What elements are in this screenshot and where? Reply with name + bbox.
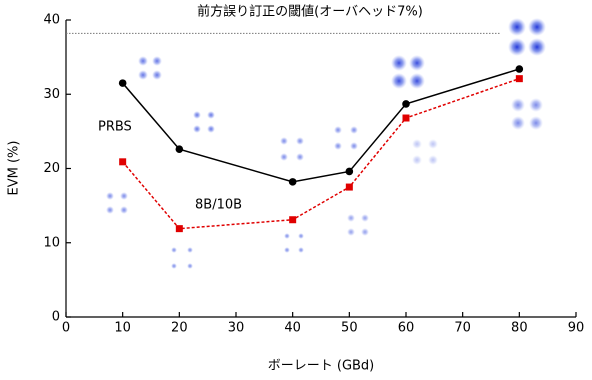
x-tick-label: 50: [341, 321, 358, 336]
constellation-point: [284, 247, 290, 253]
series-line: [123, 69, 520, 182]
series-label: 8B/10B: [195, 198, 242, 213]
constellation-point: [511, 98, 525, 112]
x-axis-label: ボーレート (GBd): [268, 359, 375, 374]
x-tick-label: 0: [62, 321, 70, 336]
constellation-point: [106, 192, 114, 200]
marker: [402, 100, 410, 108]
x-tick-label: 80: [511, 321, 528, 336]
constellation-point: [334, 142, 342, 150]
constellation-point: [280, 153, 288, 161]
constellation-point: [138, 56, 148, 66]
constellation-point: [280, 137, 288, 145]
x-tick-label: 20: [171, 321, 188, 336]
y-axis-label: EVM (%): [7, 141, 22, 196]
constellation-point: [347, 228, 355, 236]
y-tick-label: 40: [43, 13, 60, 28]
constellation-point: [284, 233, 290, 239]
chart: 前方誤り訂正の閾値(オーバヘッド7%) EVM (%) ボーレート (GBd) …: [0, 0, 592, 380]
marker: [176, 145, 184, 153]
constellation-point: [296, 137, 304, 145]
marker: [176, 225, 183, 232]
constellation-point: [207, 125, 215, 133]
constellation-point: [298, 247, 304, 253]
constellation-point: [391, 55, 407, 71]
constellation-point: [171, 247, 177, 253]
constellation-point: [347, 214, 355, 222]
constellation-point: [187, 247, 193, 253]
threshold-label: 前方誤り訂正の閾値(オーバヘッド7%): [197, 4, 423, 20]
constellation-point: [152, 70, 162, 80]
y-tick-label: 30: [43, 87, 60, 102]
marker: [346, 168, 354, 176]
constellations: [106, 18, 546, 269]
constellation-point: [350, 126, 358, 134]
series-label: PRBS: [98, 120, 132, 135]
constellation-point: [529, 98, 543, 112]
constellation-point: [409, 73, 425, 89]
constellation-point: [528, 38, 546, 56]
constellation-point: [334, 126, 342, 134]
constellation-point: [120, 192, 128, 200]
marker: [516, 75, 523, 82]
y-tick-label: 20: [43, 161, 60, 176]
constellation-point: [350, 142, 358, 150]
constellation-point: [193, 111, 201, 119]
marker: [119, 79, 127, 87]
constellation-point: [106, 206, 114, 214]
constellation-point: [529, 116, 543, 130]
constellation-point: [428, 155, 438, 165]
x-tick-label: 40: [284, 321, 301, 336]
constellation-point: [171, 263, 177, 269]
marker: [346, 184, 353, 191]
constellation-point: [428, 139, 438, 149]
x-tick-label: 30: [228, 321, 245, 336]
x-tick-label: 70: [454, 321, 471, 336]
constellation-point: [138, 70, 148, 80]
marker: [119, 158, 126, 165]
constellation-point: [391, 73, 407, 89]
constellation-point: [508, 18, 526, 36]
constellation-point: [361, 214, 369, 222]
constellation-point: [187, 263, 193, 269]
marker: [403, 115, 410, 122]
constellation-point: [152, 56, 162, 66]
constellation-point: [508, 38, 526, 56]
x-tick-label: 60: [398, 321, 415, 336]
constellation-point: [409, 55, 425, 71]
y-tick-label: 10: [43, 235, 60, 250]
y-tick-label: 0: [52, 310, 60, 325]
constellation-point: [528, 18, 546, 36]
constellation-point: [193, 125, 201, 133]
marker: [289, 178, 297, 186]
x-tick-label: 90: [568, 321, 585, 336]
constellation-point: [511, 116, 525, 130]
constellation-point: [361, 228, 369, 236]
marker: [289, 216, 296, 223]
constellation-point: [207, 111, 215, 119]
constellation-point: [120, 206, 128, 214]
constellation-point: [296, 153, 304, 161]
x-tick-label: 10: [114, 321, 131, 336]
marker: [516, 65, 524, 73]
constellation-point: [412, 155, 422, 165]
constellation-point: [298, 233, 304, 239]
constellation-point: [412, 139, 422, 149]
series-line: [123, 79, 520, 229]
